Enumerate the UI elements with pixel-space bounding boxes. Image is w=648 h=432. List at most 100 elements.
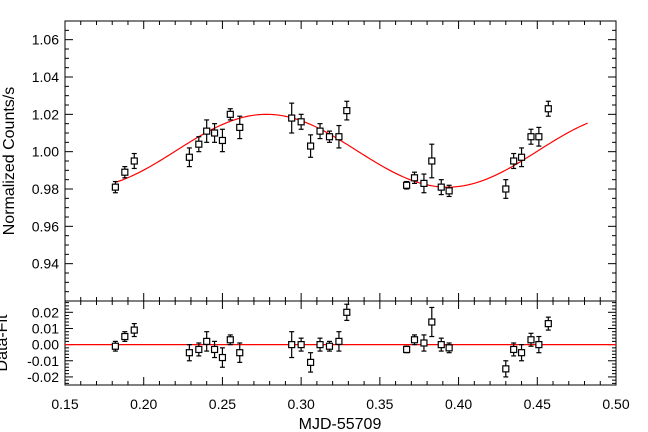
top-square-marker (218, 136, 227, 145)
bottom-square-marker (306, 358, 315, 366)
top-data-point (226, 108, 234, 121)
top-panel: 0.94 0.96 0.98 1.00 1.02 1.04 1.06 Normalized … (1, 20, 617, 302)
bottom-square-marker (410, 336, 419, 344)
top-square-marker (335, 133, 343, 141)
x-tick-label: 0.30 (288, 396, 315, 412)
bottom-data-point (297, 337, 305, 352)
top-data-point (527, 128, 535, 145)
bottom-data-point (130, 323, 138, 338)
bottom-data-point (306, 352, 315, 373)
bottom-square-marker (236, 349, 244, 357)
bottom-panel-points (111, 303, 552, 378)
bottom-data-point (403, 345, 411, 354)
top-data-point (121, 166, 129, 179)
top-data-point (544, 100, 552, 117)
top-data-point (236, 115, 244, 140)
top-square-marker (510, 157, 518, 165)
bottom-data-point (210, 340, 219, 359)
top-square-marker (288, 114, 296, 122)
top-data-point (195, 136, 203, 153)
x-tick-labels: 0.15 0.20 0.25 0.30 0.35 0.40 0.45 0.50 (51, 396, 629, 412)
top-data-point (111, 180, 119, 194)
top-data-point (306, 134, 315, 158)
bottom-square-marker (420, 339, 428, 347)
top-square-marker (535, 133, 543, 141)
top-data-point (420, 173, 428, 194)
bottom-data-point (535, 335, 543, 354)
bottom-panel-frame (64, 300, 617, 386)
bottom-square-marker (210, 345, 219, 354)
bottom-panel-y-tick-labels: -0.02-0.010.000.010.02 (27, 304, 59, 385)
bottom-data-point (335, 331, 343, 352)
bottom-square-marker (343, 308, 351, 316)
top-square-marker (502, 185, 510, 193)
bottom-square-marker (335, 337, 343, 345)
bottom-y-tick-label: 0.02 (32, 304, 59, 320)
bottom-data-point (517, 344, 526, 362)
bottom-square-marker (325, 342, 334, 350)
bottom-panel-y-axis-label: Data-Fit (0, 314, 11, 371)
bottom-data-point (236, 342, 244, 363)
bottom-square-marker (527, 336, 535, 344)
x-axis-label: MJD-55709 (299, 416, 382, 432)
top-square-marker (527, 133, 535, 141)
top-data-point (130, 152, 138, 170)
bottom-square-marker (297, 341, 305, 349)
bottom-data-point (343, 303, 351, 321)
top-square-marker (111, 183, 119, 191)
bottom-data-point (325, 340, 334, 352)
top-data-point (403, 180, 411, 190)
top-square-marker (445, 187, 453, 195)
top-square-marker (517, 153, 526, 161)
bottom-data-point (226, 334, 234, 346)
top-panel-y-axis-label: Normalized Counts/s (1, 87, 18, 236)
top-panel-points (111, 100, 552, 199)
top-data-point (410, 171, 419, 184)
bottom-square-marker (130, 326, 138, 334)
top-data-point (288, 102, 296, 134)
top-square-marker (121, 168, 129, 176)
top-square-marker (428, 157, 436, 165)
top-square-marker (420, 179, 428, 187)
top-data-point (210, 123, 219, 143)
bottom-square-marker (510, 345, 518, 354)
top-y-tick-label: 0.96 (32, 218, 59, 234)
top-square-marker (185, 153, 193, 161)
bottom-y-tick-label: -0.01 (27, 353, 59, 369)
top-data-point (502, 179, 510, 199)
bottom-data-point (195, 342, 203, 357)
bottom-square-marker (316, 341, 324, 349)
top-data-point (297, 113, 305, 130)
top-square-marker (316, 127, 324, 135)
bottom-square-marker (517, 349, 526, 357)
x-tick-label: 0.40 (445, 396, 472, 412)
bottom-data-point (218, 347, 227, 368)
bottom-data-point (527, 332, 535, 347)
top-square-marker (195, 140, 203, 148)
top-square-marker (343, 106, 351, 115)
bottom-square-marker (226, 336, 234, 344)
bottom-data-point (420, 334, 428, 352)
top-square-marker (544, 105, 552, 113)
bottom-data-point (428, 306, 436, 338)
top-data-point (316, 123, 324, 140)
top-data-point (510, 152, 518, 170)
x-tick-label: 0.50 (602, 396, 629, 412)
bottom-square-marker (445, 344, 453, 352)
bottom-panel-ticks (64, 301, 617, 385)
top-square-marker (437, 183, 445, 191)
top-data-point (335, 124, 343, 149)
x-tick-label: 0.45 (524, 396, 551, 412)
bottom-square-marker (288, 341, 296, 349)
top-data-point (428, 143, 436, 179)
x-tick-label: 0.15 (51, 396, 78, 412)
bottom-square-marker (121, 332, 129, 341)
top-y-tick-label: 1.00 (32, 144, 59, 160)
bottom-data-point (288, 331, 296, 359)
top-square-marker (325, 133, 334, 141)
top-y-tick-label: 1.06 (32, 32, 59, 48)
top-data-point (218, 128, 227, 153)
bottom-data-point (410, 334, 419, 346)
bottom-data-point (437, 337, 445, 352)
top-y-tick-label: 1.02 (32, 106, 59, 122)
